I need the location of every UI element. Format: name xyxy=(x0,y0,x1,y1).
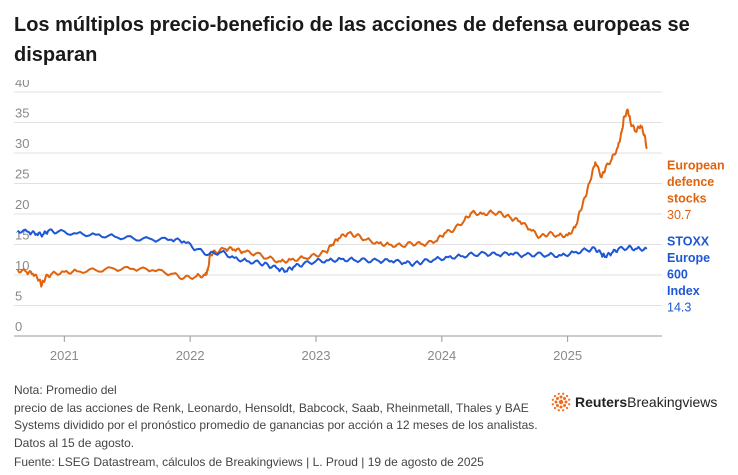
logo-dot xyxy=(562,409,565,412)
series-line-stoxx xyxy=(17,228,648,273)
series-label-line: defence xyxy=(667,175,714,189)
y-tick-label: 20 xyxy=(15,197,29,212)
logo-dot xyxy=(553,406,557,410)
y-axis-ticks: 0 5 10 15 20 25 30 35 40 xyxy=(15,80,29,334)
y-tick-label: 0 xyxy=(15,319,22,334)
logo-dot xyxy=(557,392,560,395)
logo-dot xyxy=(563,396,567,400)
chart-title: Los múltiplos precio-beneficio de las ac… xyxy=(14,14,690,66)
x-tick-label: 2025 xyxy=(553,348,582,363)
logo-dot xyxy=(557,409,560,412)
series-last-value: 30.7 xyxy=(667,208,691,222)
logo-dot xyxy=(553,394,557,398)
chart-source: Fuente: LSEG Datastream, cálculos de Bre… xyxy=(14,455,484,469)
note-line: Systems dividido por el pronóstico prome… xyxy=(14,418,538,432)
logo-dot xyxy=(565,406,569,410)
series-lines xyxy=(16,108,648,288)
chart-note: Nota: Promedio del precio de las accione… xyxy=(14,382,554,452)
logo-dot xyxy=(555,396,559,400)
series-label-line: STOXX xyxy=(667,235,710,249)
reuters-breakingviews-logo: Reuters Breakingviews xyxy=(551,392,717,412)
note-line: Datos al 15 de agosto. xyxy=(14,435,135,450)
series-label-line: 600 xyxy=(667,268,688,282)
y-tick-label: 10 xyxy=(15,258,29,273)
series-label-line: Index xyxy=(667,284,700,298)
x-tick-label: 2024 xyxy=(427,348,456,363)
x-tick-label: 2022 xyxy=(176,348,205,363)
logo-dot xyxy=(554,400,558,404)
series-label-line: stocks xyxy=(667,191,707,205)
y-tick-label: 30 xyxy=(15,136,29,151)
y-tick-label: 35 xyxy=(15,106,29,121)
logo-brand-text: Reuters xyxy=(575,394,628,410)
logo-dot xyxy=(559,395,563,399)
logo-dot xyxy=(551,403,554,406)
series-label-line: Europe xyxy=(667,251,710,265)
y-tick-label: 5 xyxy=(15,289,22,304)
logo-product-text: Breakingviews xyxy=(627,394,718,410)
series-last-value: 14.3 xyxy=(667,301,691,315)
logo-dot xyxy=(559,405,563,409)
reuters-dots-icon xyxy=(551,392,571,412)
logo-dot xyxy=(555,404,559,408)
y-tick-label: 25 xyxy=(15,167,29,182)
logo-dot xyxy=(568,403,571,406)
logo-dot xyxy=(563,404,567,408)
series-line-defence xyxy=(16,108,648,288)
series-labels: European defence stocks 30.7 STOXX Europe 600 I… xyxy=(667,158,725,314)
logo-dot xyxy=(551,398,554,401)
logo-dot xyxy=(558,399,564,405)
logo-dot xyxy=(565,394,569,398)
y-tick-label: 15 xyxy=(15,228,29,243)
x-axis-ticks: 2021 2022 2023 2024 2025 xyxy=(50,336,582,363)
gridlines xyxy=(14,91,662,337)
y-tick-label: 40 xyxy=(15,80,29,90)
note-line: precio de las acciones de Renk, Leonardo… xyxy=(14,400,529,415)
logo-dot xyxy=(562,392,565,395)
x-tick-label: 2023 xyxy=(302,348,331,363)
logo-dot xyxy=(564,400,568,404)
logo-dot xyxy=(568,398,571,401)
x-tick-label: 2021 xyxy=(50,348,79,363)
series-label-line: European xyxy=(667,158,725,172)
note-line: Nota: Promedio del xyxy=(14,383,117,397)
